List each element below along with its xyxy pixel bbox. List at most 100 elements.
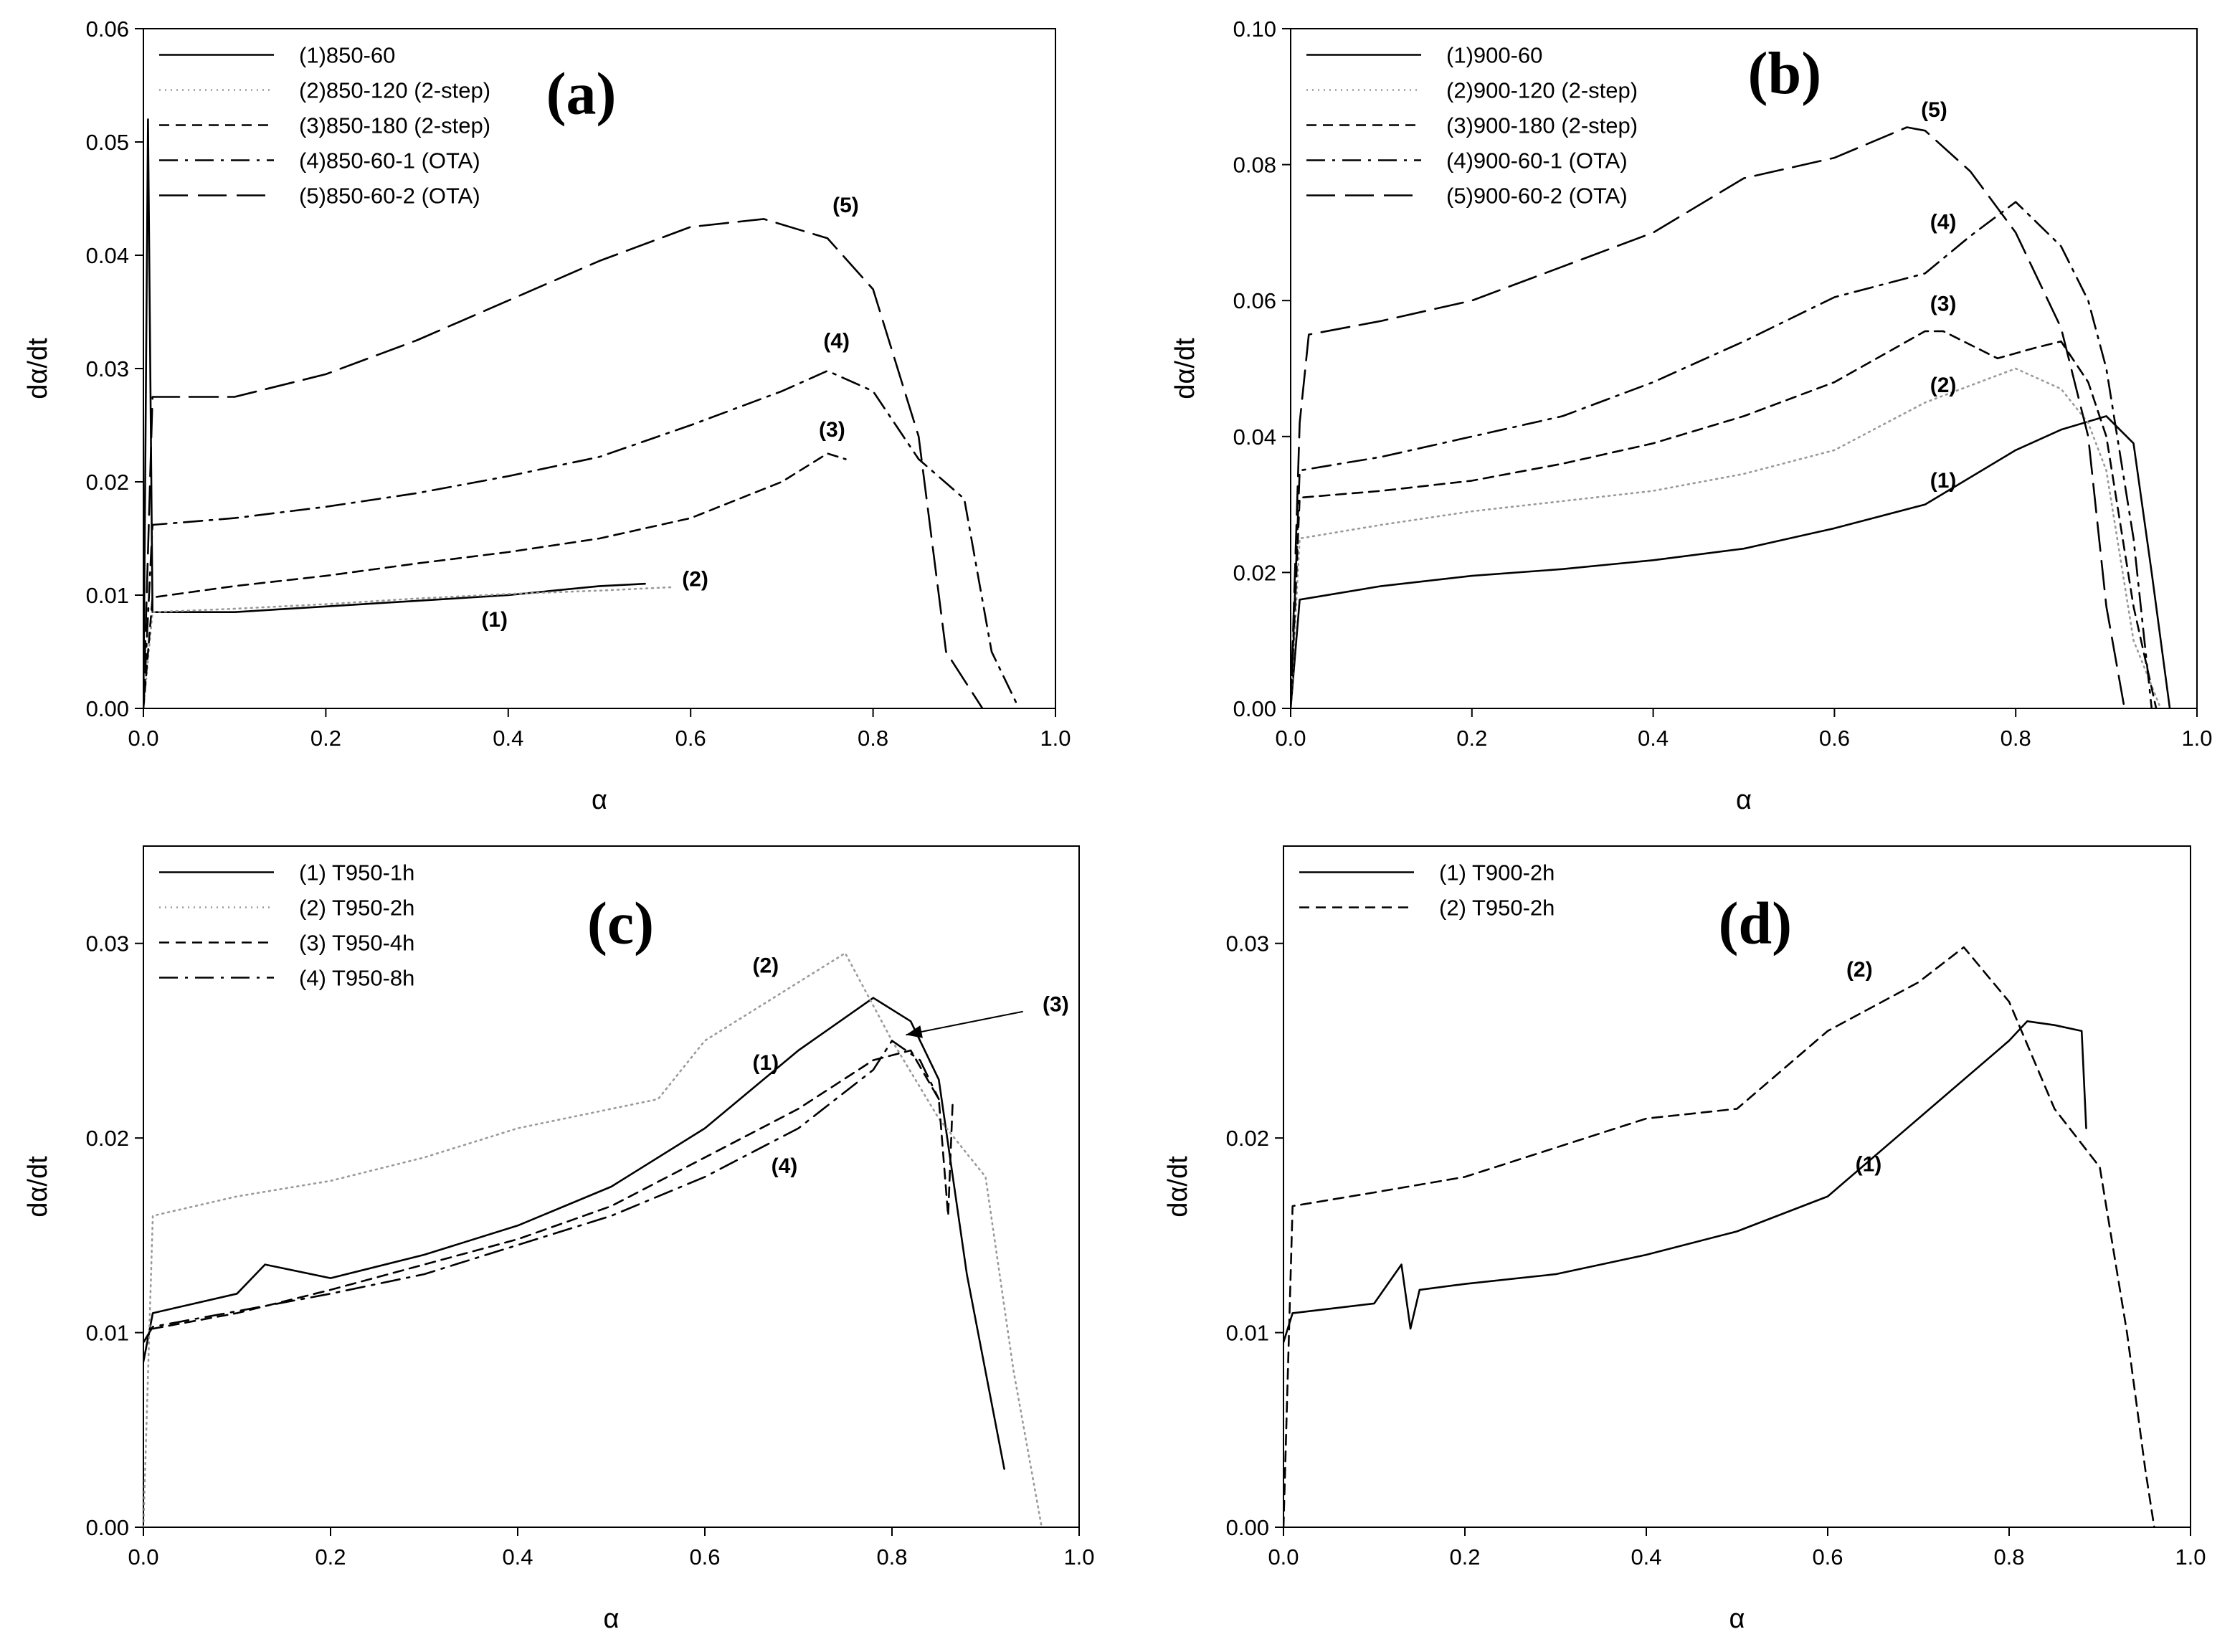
chart-a-y-tick-label: 0.06 bbox=[86, 16, 129, 42]
chart-c-x-tick-label: 0.6 bbox=[689, 1544, 720, 1570]
chart-b-y-axis-title: dα/dt bbox=[1170, 338, 1200, 399]
chart-d-x-axis-title: α bbox=[1729, 1604, 1745, 1634]
chart-d-series-line-1 bbox=[1283, 1020, 2087, 1344]
chart-b-series-line-1 bbox=[1291, 415, 2171, 708]
chart-d-x-tick-label: 0.4 bbox=[1631, 1544, 1661, 1570]
chart-a-series-line-4 bbox=[143, 369, 1020, 708]
chart-a-legend-label-4: (4)850-60-1 (OTA) bbox=[299, 148, 480, 174]
chart-c-curve-label-1: (1) bbox=[752, 1051, 779, 1075]
chart-d-x-tick-label: 0.2 bbox=[1449, 1544, 1480, 1570]
chart-c-x-tick-label: 0.2 bbox=[315, 1544, 346, 1570]
chart-c-series-line-2 bbox=[143, 952, 1043, 1527]
chart-d-y-tick-label: 0.01 bbox=[1226, 1321, 1269, 1346]
chart-c-y-tick-label: 0.01 bbox=[86, 1321, 129, 1346]
chart-c-series-line-3 bbox=[143, 1049, 954, 1344]
chart-a-legend-label-3: (3)850-180 (2-step) bbox=[299, 113, 490, 138]
chart-b-series-line-5 bbox=[1291, 126, 2126, 708]
chart-b-curve-label-5: (5) bbox=[1921, 98, 1947, 122]
chart-a-series-group bbox=[143, 118, 1020, 708]
chart-d-plot-frame bbox=[1283, 845, 2191, 1528]
chart-b-panel-label: (b) bbox=[1748, 40, 1822, 107]
chart-d-legend-label-2: (2) T950-2h bbox=[1439, 896, 1555, 921]
chart-b-y-tick-label: 0.00 bbox=[1233, 696, 1276, 721]
chart-c-series-line-1 bbox=[143, 997, 1005, 1470]
chart-d-series-group bbox=[1283, 946, 2155, 1527]
chart-b-legend-label-1: (1)900-60 bbox=[1446, 43, 1542, 68]
chart-d-curve-label-1: (1) bbox=[1856, 1152, 1882, 1176]
chart-b: 0.0 0.2 0.4 0.6 0.8 1.0 0.00 0.02 0.04 0.06 0.08 0.… bbox=[1170, 16, 2213, 815]
chart-c-panel-label: (c) bbox=[587, 891, 654, 957]
chart-c-curve-label-3: (3) bbox=[1043, 993, 1069, 1017]
chart-c-annotation-arrow-head bbox=[906, 1025, 923, 1038]
chart-a-y-tick-label: 0.05 bbox=[86, 130, 129, 155]
chart-d-x-tick-label: 0.8 bbox=[1993, 1544, 2024, 1570]
chart-c-curve-label-2: (2) bbox=[752, 954, 779, 977]
chart-b-legend-label-5: (5)900-60-2 (OTA) bbox=[1446, 184, 1628, 209]
chart-a-y-tick-label: 0.00 bbox=[86, 696, 129, 721]
chart-b-y-tick-label: 0.08 bbox=[1233, 153, 1276, 178]
chart-b-x-tick-label: 1.0 bbox=[2181, 726, 2212, 751]
chart-b-series-group bbox=[1291, 126, 2171, 708]
chart-d-y-tick-label: 0.03 bbox=[1226, 931, 1269, 956]
chart-b-y-tick-label: 0.04 bbox=[1233, 424, 1276, 450]
chart-a: 0.0 0.2 0.4 0.6 0.8 1.0 0.00 0.01 0.02 0.03 0.04 0.… bbox=[23, 16, 1071, 815]
chart-c-y-axis-title: dα/dt bbox=[23, 1156, 53, 1217]
chart-c-legend-label-2: (2) T950-2h bbox=[299, 896, 414, 921]
chart-a-curve-label-4: (4) bbox=[823, 330, 850, 353]
chart-a-y-tick-label: 0.04 bbox=[86, 243, 129, 268]
chart-b-x-tick-label: 0.2 bbox=[1456, 726, 1487, 751]
chart-d: 0.0 0.2 0.4 0.6 0.8 1.0 0.00 0.01 0.02 0.03 α dα/dt… bbox=[1163, 845, 2206, 1634]
chart-d-y-tick-label: 0.02 bbox=[1226, 1126, 1269, 1151]
chart-c-y-tick-label: 0.02 bbox=[86, 1126, 129, 1151]
chart-b-x-axis-title: α bbox=[1736, 785, 1752, 815]
chart-d-y-axis-title: dα/dt bbox=[1163, 1156, 1193, 1217]
chart-a-legend-label-5: (5)850-60-2 (OTA) bbox=[299, 184, 480, 209]
chart-b-plot-frame bbox=[1290, 28, 2198, 709]
chart-b-series-line-2 bbox=[1291, 367, 2162, 708]
chart-b-legend-label-3: (3)900-180 (2-step) bbox=[1446, 113, 1638, 138]
chart-c-x-axis-title: α bbox=[604, 1604, 620, 1634]
chart-b-series-line-3 bbox=[1291, 330, 2158, 708]
chart-a-x-tick-label: 0.6 bbox=[675, 726, 706, 751]
chart-c-x-tick-label: 0.4 bbox=[502, 1544, 533, 1570]
chart-b-curve-label-4: (4) bbox=[1930, 211, 1957, 234]
chart-a-series-line-3 bbox=[143, 452, 847, 708]
chart-a-x-tick-label: 0.0 bbox=[128, 726, 158, 751]
chart-a-x-tick-label: 0.8 bbox=[858, 726, 888, 751]
chart-c-legend-label-4: (4) T950-8h bbox=[299, 966, 414, 991]
chart-c-x-tick-label: 1.0 bbox=[1063, 1544, 1094, 1570]
chart-a-x-tick-label: 0.2 bbox=[310, 726, 341, 751]
chart-a-y-tick-label: 0.03 bbox=[86, 356, 129, 381]
chart-c-y-tick-label: 0.00 bbox=[86, 1515, 129, 1540]
chart-b-y-tick-label: 0.10 bbox=[1233, 16, 1276, 42]
chart-a-y-tick-label: 0.02 bbox=[86, 470, 129, 495]
chart-a-legend-label-2: (2)850-120 (2-step) bbox=[299, 78, 490, 103]
chart-d-x-tick-label: 1.0 bbox=[2175, 1544, 2206, 1570]
chart-b-curve-label-1: (1) bbox=[1930, 469, 1957, 493]
chart-c-series-group bbox=[143, 952, 1043, 1527]
chart-b-series-line-4 bbox=[1291, 201, 2153, 708]
chart-a-y-axis-title: dα/dt bbox=[23, 338, 53, 399]
chart-a-series-line-2 bbox=[143, 586, 674, 708]
chart-c-x-tick-label: 0.0 bbox=[128, 1544, 158, 1570]
chart-b-legend-label-4: (4)900-60-1 (OTA) bbox=[1446, 148, 1628, 174]
chart-b-y-tick-label: 0.02 bbox=[1233, 560, 1276, 585]
chart-a-x-axis-title: α bbox=[592, 785, 607, 815]
chart-b-x-tick-label: 0.8 bbox=[2001, 726, 2031, 751]
chart-d-x-tick-label: 0.0 bbox=[1268, 1544, 1299, 1570]
chart-d-curve-label-2: (2) bbox=[1846, 958, 1873, 982]
chart-c-x-tick-label: 0.8 bbox=[876, 1544, 907, 1570]
chart-c-legend-label-3: (3) T950-4h bbox=[299, 931, 414, 956]
chart-c-series-line-4 bbox=[143, 1040, 940, 1344]
chart-a-curve-label-2: (2) bbox=[682, 567, 708, 591]
chart-c-annotation-arrow-line bbox=[906, 1010, 1023, 1036]
chart-a-x-tick-label: 0.4 bbox=[493, 726, 523, 751]
chart-a-panel-label: (a) bbox=[546, 61, 617, 128]
chart-b-legend-label-2: (2)900-120 (2-step) bbox=[1446, 78, 1638, 103]
chart-b-x-tick-label: 0.6 bbox=[1819, 726, 1850, 751]
chart-c-legend-label-1: (1) T950-1h bbox=[299, 860, 414, 886]
chart-d-y-tick-label: 0.00 bbox=[1226, 1515, 1269, 1540]
chart-d-panel-label: (d) bbox=[1718, 891, 1792, 957]
chart-b-x-tick-label: 0.0 bbox=[1275, 726, 1306, 751]
chart-d-x-tick-label: 0.6 bbox=[1812, 1544, 1843, 1570]
